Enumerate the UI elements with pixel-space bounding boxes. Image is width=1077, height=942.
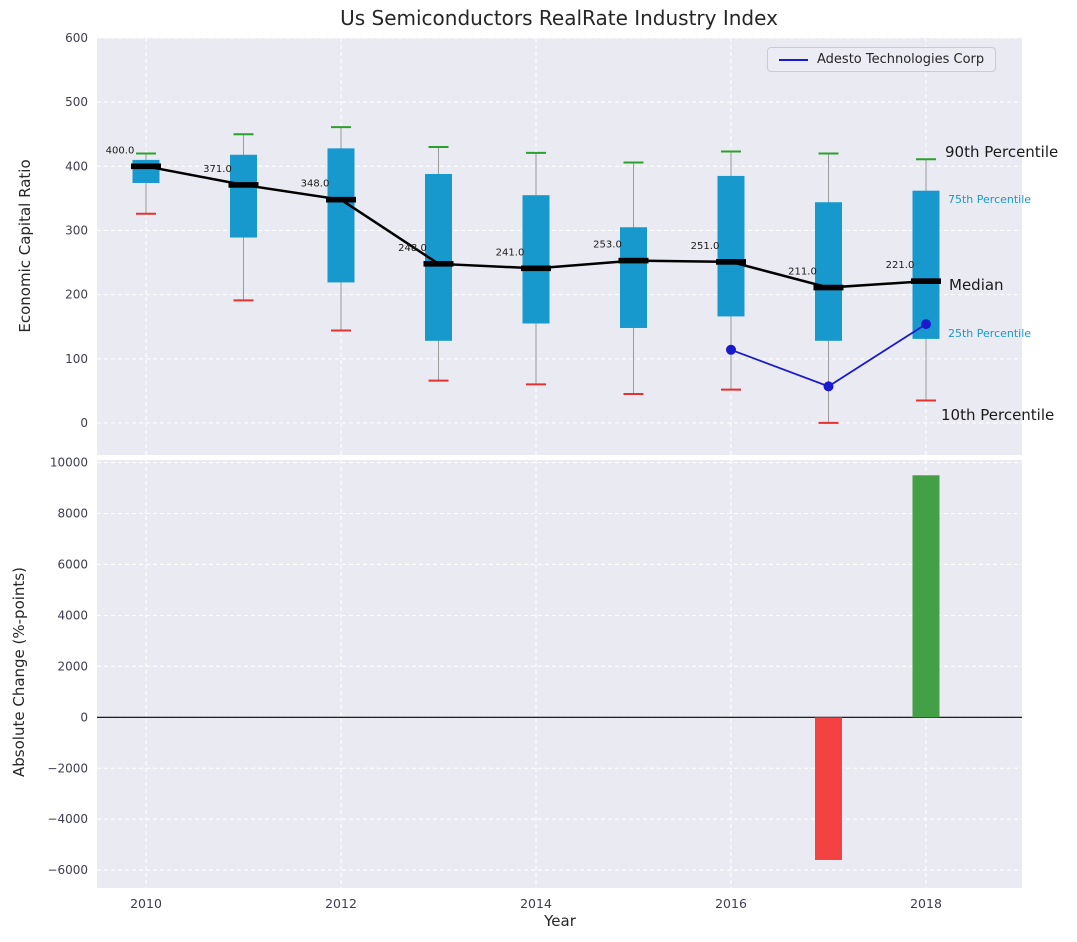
- median-marker: [813, 284, 844, 291]
- iqr-box: [327, 148, 355, 283]
- annotation-median: Median: [949, 276, 1004, 294]
- y-tick-label: 4000: [57, 608, 88, 622]
- iqr-box: [620, 227, 647, 328]
- y-tick-label: 200: [65, 288, 88, 302]
- median-value-label: 253.0: [593, 240, 622, 251]
- y-tick-label: 300: [65, 223, 88, 237]
- median-marker: [521, 265, 551, 272]
- x-tick-label: 2010: [130, 896, 162, 911]
- median-marker: [911, 278, 941, 284]
- median-value-label: 251.0: [691, 241, 720, 252]
- annotation-10th-percentile: 10th Percentile: [941, 406, 1055, 424]
- median-value-label: 248.0: [398, 243, 427, 254]
- top-y-axis-label: Economic Capital Ratio: [16, 159, 34, 333]
- y-tick-label: 0: [80, 416, 88, 430]
- iqr-box: [230, 154, 257, 238]
- x-tick-label: 2014: [520, 896, 552, 911]
- median-value-label: 211.0: [788, 267, 817, 278]
- x-axis-label: Year: [544, 912, 576, 930]
- median-marker: [716, 259, 746, 265]
- median-marker: [228, 182, 259, 188]
- chart-title: Us Semiconductors RealRate Industry Inde…: [340, 6, 778, 30]
- median-marker: [423, 261, 454, 267]
- iqr-box: [912, 190, 940, 339]
- company-marker: [823, 381, 834, 392]
- x-tick-label: 2012: [325, 896, 357, 911]
- y-tick-label: 100: [65, 352, 88, 366]
- y-tick-label: 0: [80, 710, 88, 724]
- y-tick-label: −2000: [47, 761, 88, 775]
- y-tick-label: 500: [65, 95, 88, 109]
- median-marker: [618, 257, 649, 264]
- y-tick-label: −6000: [47, 863, 88, 877]
- median-marker: [326, 196, 356, 203]
- median-value-label: 400.0: [106, 145, 135, 156]
- median-value-label: 348.0: [301, 179, 330, 190]
- y-tick-label: 6000: [57, 557, 88, 571]
- median-value-label: 371.0: [203, 164, 232, 175]
- iqr-box: [522, 195, 550, 324]
- y-tick-label: 10000: [50, 456, 88, 470]
- bottom-plot-panel: [97, 460, 1022, 888]
- company-marker: [921, 319, 931, 330]
- annotation-25th-percentile: 25th Percentile: [948, 327, 1032, 340]
- change-bar: [815, 717, 842, 860]
- iqr-box: [815, 202, 842, 341]
- annotation-90th-percentile: 90th Percentile: [945, 143, 1059, 161]
- x-tick-label: 2018: [910, 896, 942, 911]
- bottom-y-axis-label: Absolute Change (%-points): [10, 567, 28, 777]
- x-tick-label: 2016: [715, 896, 747, 911]
- legend: Adesto Technologies Corp: [767, 47, 997, 72]
- legend-line-sample: [779, 58, 808, 61]
- top-plot-panel: [97, 38, 1022, 455]
- legend-label: Adesto Technologies Corp: [817, 52, 985, 67]
- company-marker: [726, 344, 736, 355]
- annotation-75th-percentile: 75th Percentile: [948, 193, 1032, 206]
- median-marker: [131, 163, 161, 170]
- median-value-label: 221.0: [886, 260, 915, 271]
- iqr-box: [717, 175, 745, 317]
- median-value-label: 241.0: [496, 247, 525, 258]
- y-tick-label: 2000: [57, 659, 88, 673]
- iqr-box: [132, 159, 160, 183]
- y-tick-label: 8000: [57, 507, 88, 521]
- y-tick-label: −4000: [47, 812, 88, 826]
- y-tick-label: 400: [65, 159, 88, 173]
- change-bar: [912, 475, 940, 718]
- y-tick-label: 600: [65, 31, 88, 45]
